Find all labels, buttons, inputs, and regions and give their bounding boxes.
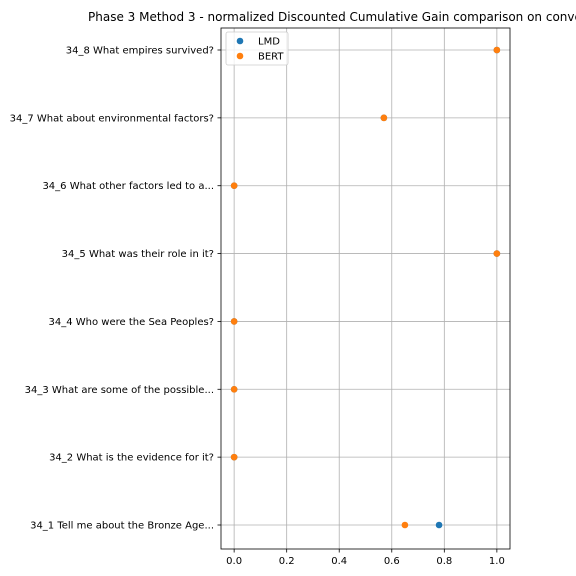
- data-point-bert: [493, 250, 501, 257]
- y-tick-label: 34_3 What are some of the possible...: [25, 385, 214, 396]
- data-point-bert: [380, 114, 388, 122]
- y-tick-label: 34_4 Who were the Sea Peoples?: [49, 317, 214, 328]
- legend: LMD BERT: [225, 31, 289, 66]
- grid: [221, 28, 510, 549]
- y-tick-label: 34_6 What other factors led to a...: [42, 181, 214, 192]
- data-point-bert: [401, 521, 409, 529]
- x-tick-label: 0.6: [384, 556, 400, 567]
- y-tick-label: 34_2 What is the evidence for it?: [49, 453, 214, 464]
- x-tick-label: 1.0: [489, 556, 505, 567]
- y-tick-label: 34_7 What about environmental factors?: [10, 113, 214, 124]
- data-point-bert: [493, 46, 501, 54]
- data-point-bert: [230, 453, 238, 461]
- data-point-lmd: [435, 521, 443, 529]
- data-points: [230, 46, 501, 529]
- legend-label-bert: BERT: [258, 52, 284, 63]
- plot-frame: [220, 27, 511, 550]
- axes: 0.0 0.2 0.4 0.6 0.8 1.0 34_1 Tell me about the…: [10, 27, 511, 567]
- data-point-bert: [230, 385, 238, 393]
- x-tick-label: 0.0: [226, 556, 242, 567]
- data-point-bert: [230, 182, 238, 190]
- legend-marker-lmd: [236, 37, 244, 45]
- data-point-bert: [230, 318, 238, 325]
- legend-label-lmd: LMD: [258, 37, 280, 48]
- y-tick-label: 34_5 What was their role in it?: [62, 249, 214, 260]
- y-tick-label: 34_8 What empires survived?: [66, 46, 214, 57]
- x-tick-label: 0.8: [436, 556, 452, 567]
- x-tick-label: 0.2: [279, 556, 295, 567]
- y-tick-label: 34_1 Tell me about the Bronze Age...: [30, 521, 214, 532]
- legend-marker-bert: [236, 52, 244, 60]
- chart-title: Phase 3 Method 3 - normalized Discounted…: [88, 10, 576, 24]
- x-tick-label: 0.4: [331, 556, 347, 567]
